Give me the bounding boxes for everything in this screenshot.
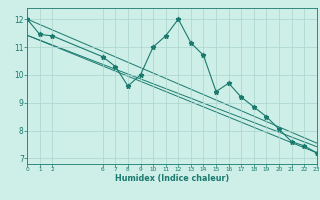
X-axis label: Humidex (Indice chaleur): Humidex (Indice chaleur) — [115, 174, 229, 183]
